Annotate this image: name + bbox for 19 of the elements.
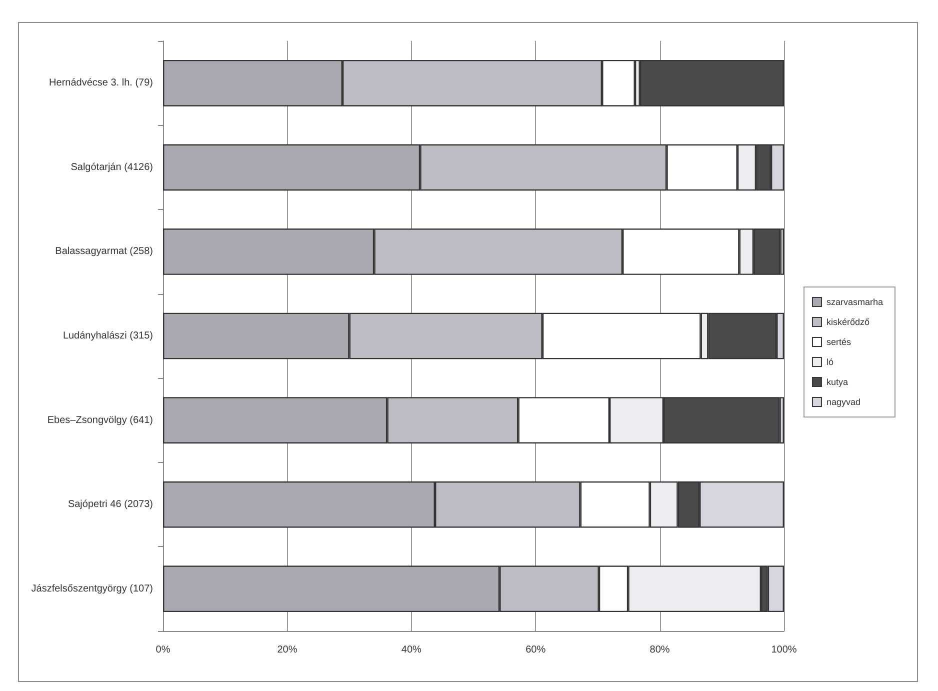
y-tick-label: Ludányhalászi (315)	[62, 330, 153, 342]
legend-label: kiskérődző	[826, 317, 870, 327]
y-tick-label: Balassagyarmat (258)	[55, 246, 153, 258]
y-tick-label: Sajópetri 46 (2073)	[68, 499, 153, 510]
legend-label: sertés	[826, 337, 852, 347]
y-tick-label: Salgótarján (4126)	[70, 162, 153, 173]
y-tick-label: Jászfelsőszentgyörgy (107)	[31, 583, 153, 594]
y-tick-label: Ebes–Zsongvölgy (641)	[47, 414, 153, 426]
x-tick-label: 100%	[771, 644, 797, 656]
y-tick-label: Hernádvécse 3. lh. (79)	[49, 78, 153, 89]
legend-label: nagyvad	[826, 397, 861, 407]
legend-label: ló	[826, 357, 834, 367]
x-tick-label: 20%	[277, 644, 298, 656]
x-tick-label: 40%	[401, 644, 422, 656]
x-tick-label: 0%	[156, 644, 170, 656]
x-tick-label: 60%	[526, 644, 546, 656]
x-tick-label: 80%	[650, 644, 670, 656]
legend-label: szarvasmarha	[826, 297, 884, 307]
legend-label: kutya	[826, 377, 848, 387]
